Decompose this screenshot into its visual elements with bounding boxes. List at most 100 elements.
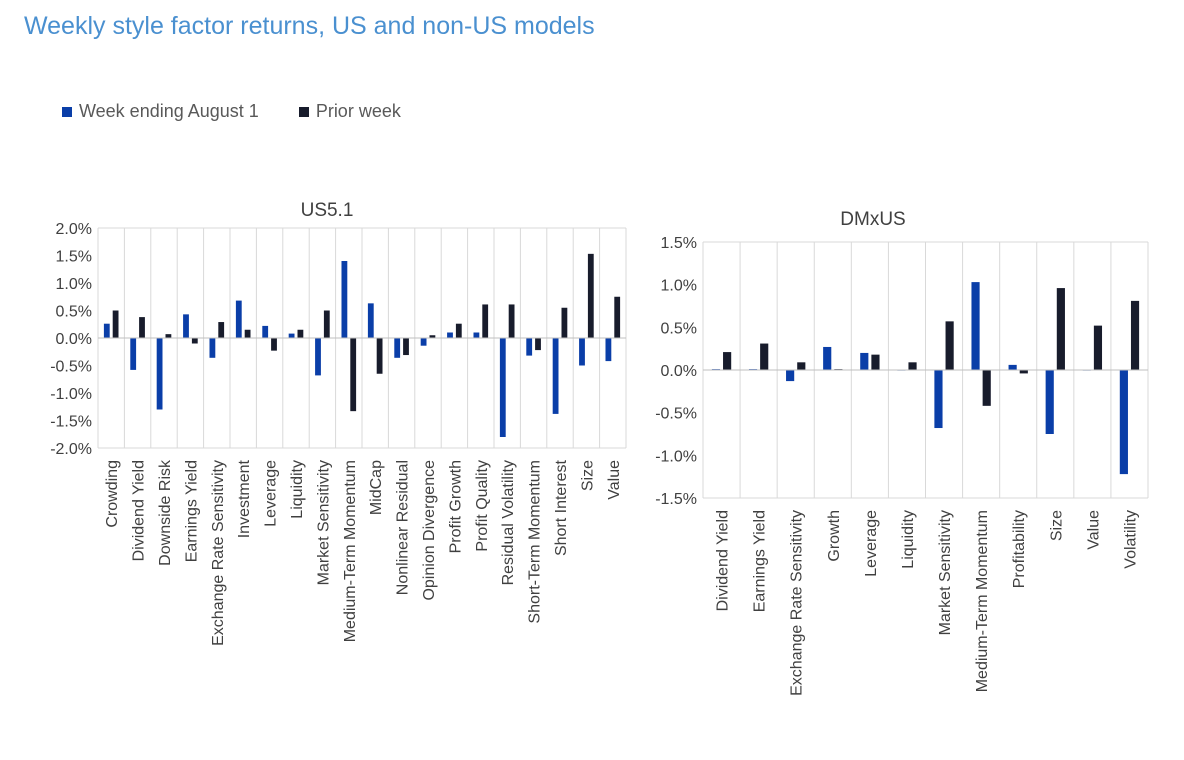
bar-prior-week-short-interest [561,307,568,338]
category-label-market-sensitivity: Market Sensitivity [315,460,332,585]
bar-current-week-profit-growth [447,332,453,338]
bar-current-week-opinion-divergence [420,338,427,346]
legend-swatch-prior-week [298,106,309,117]
category-label-short-interest: Short Interest [553,459,570,556]
bar-current-week-profitability [1008,364,1017,370]
legend-label-current-week: Week ending August 1 [79,101,259,121]
bar-current-week-profit-quality [473,332,480,338]
category-label-growth: Growth [826,510,843,562]
bar-current-week-medium-term-momentum [341,261,348,338]
bar-current-week-investment [235,300,242,338]
bar-prior-week-liquidity [908,362,917,370]
y-tick-label: 1.5% [56,249,92,266]
category-label-market-sensitivity: Market Sensitivity [937,510,954,635]
bar-prior-week-value [1093,325,1103,370]
bar-current-week-residual-volatility [499,338,506,437]
bar-prior-week-earnings-yield [191,338,198,344]
y-tick-label: -1.5% [50,414,92,431]
bar-prior-week-midcap [376,338,383,374]
bar-prior-week-short-term-momentum [535,338,541,351]
legend-swatch-current-week [62,106,72,117]
category-label-dividend-yield: Dividend Yield [715,510,732,611]
bar-prior-week-market-sensitivity [945,321,954,370]
category-label-short-term-momentum: Short-Term Momentum [527,460,544,624]
bar-prior-week-value [614,296,621,338]
y-tick-label: 0.0% [56,331,92,348]
bar-current-week-volatility [1119,370,1128,475]
category-label-investment: Investment [236,459,253,538]
bar-prior-week-medium-term-momentum [350,338,357,412]
category-label-profit-quality: Profit Quality [474,460,491,552]
bar-current-week-market-sensitivity [934,370,943,429]
y-tick-label: -1.5% [655,491,697,508]
legend-item-current-week: Week ending August 1 [62,101,259,122]
bar-prior-week-size [587,253,594,338]
bar-prior-week-crowding [112,310,119,338]
bar-current-week-short-term-momentum [526,338,533,356]
bar-current-week-size [579,338,585,366]
chart-title: US5.1 [301,200,354,221]
category-label-profit-growth: Profit Growth [447,460,464,553]
bar-prior-week-exchange-rate-sensitivity [218,322,225,338]
bar-prior-week-downside-risk [165,334,172,338]
bar-current-week-crowding [103,323,110,338]
y-tick-label: -0.5% [50,359,92,376]
y-tick-label: 2.0% [56,221,92,238]
bar-current-week-medium-term-momentum [971,282,980,370]
bar-current-week-earnings-yield [183,314,189,338]
page-title: Weekly style factor returns, US and non-… [24,12,595,40]
bar-current-week-leverage [262,325,269,338]
bar-current-week-growth [823,346,832,370]
bar-current-week-midcap [367,303,374,338]
y-tick-label: 1.5% [661,235,697,252]
bar-prior-week-residual-volatility [508,304,515,338]
bar-prior-week-leverage [871,354,880,370]
category-label-size: Size [579,460,596,491]
category-label-nonlinear-residual: Nonlinear Residual [395,460,412,595]
category-label-dividend-yield: Dividend Yield [131,460,148,561]
bar-current-week-exchange-rate-sensitivity [786,370,795,382]
dmxus-chart: DMxUS -1.5% -1.0% -0.5% 0.0% 0.5% 1.0% 1.5% Divi… [655,209,1149,696]
bar-prior-week-size [1056,288,1065,370]
bar-prior-week-volatility [1130,300,1140,370]
y-tick-label: 0.5% [56,304,92,321]
category-label-value: Value [1085,510,1102,550]
category-label-profitability: Profitability [1011,510,1028,588]
category-label-liquidity: Liquidity [900,510,917,569]
category-label-medium-term-momentum: Medium-Term Momentum [974,510,991,692]
bar-current-week-short-interest [552,338,559,414]
category-label-leverage: Leverage [863,510,880,577]
category-label-medium-term-momentum: Medium-Term Momentum [342,460,359,642]
bar-prior-week-profit-quality [482,304,489,338]
bar-prior-week-dividend-yield [723,352,732,370]
bar-prior-week-dividend-yield [139,317,145,338]
category-label-liquidity: Liquidity [289,460,306,519]
bar-prior-week-earnings-yield [760,343,769,370]
y-tick-label: -0.5% [655,406,697,423]
category-label-exchange-rate-sensitivity: Exchange Rate Sensitivity [210,460,227,646]
bar-current-week-size [1045,370,1054,434]
bar-current-week-exchange-rate-sensitivity [209,338,216,358]
category-label-midcap: MidCap [368,460,385,515]
legend-item-prior-week: Prior week [298,101,401,122]
legend: Week ending August 1 Prior week [62,101,441,122]
category-label-earnings-yield: Earnings Yield [752,510,769,612]
bar-prior-week-profitability [1019,370,1028,374]
chart-title: DMxUS [840,209,905,230]
bar-prior-week-profit-growth [455,323,462,338]
bar-prior-week-leverage [271,338,277,351]
us-chart: US5.1 -2.0% -1.5% -1.0% -0.5% 0.0% 0.5% 1.0% 1.5… [50,200,627,646]
category-label-downside-risk: Downside Risk [157,459,174,566]
bar-current-week-dividend-yield [130,338,137,370]
legend-label-prior-week: Prior week [315,101,401,121]
y-tick-label: 1.0% [56,276,92,293]
category-label-volatility: Volatility [1122,510,1139,569]
category-label-residual-volatility: Residual Volatility [500,460,517,585]
bar-prior-week-liquidity [297,329,304,338]
y-tick-label: 0.5% [661,320,697,337]
category-label-exchange-rate-sensitivity: Exchange Rate Sensitivity [789,510,806,696]
y-tick-label: 0.0% [661,363,697,380]
bar-current-week-leverage [860,352,869,370]
bar-current-week-nonlinear-residual [394,338,401,358]
y-tick-label: -1.0% [50,386,92,403]
